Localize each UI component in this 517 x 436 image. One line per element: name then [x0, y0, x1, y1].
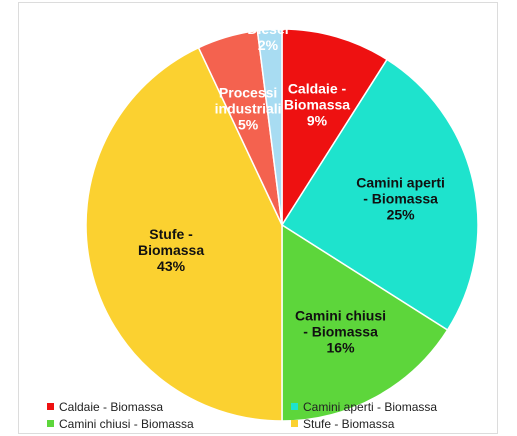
slice-label-line: Veicoli pesanti - — [215, 5, 321, 21]
pie-slice-3 — [85, 46, 283, 422]
slice-label-2: Camini chiusi - Biomassa 16% — [295, 307, 386, 355]
slice-label-5: Veicoli pesanti -Diesel 2% — [215, 5, 321, 53]
slice-label-line: 9% — [307, 113, 328, 129]
legend-swatch — [47, 420, 54, 427]
pie-slices — [85, 28, 479, 422]
slice-label-line: Biomassa — [284, 97, 350, 113]
legend-label: Camini aperti - Biomassa — [303, 400, 437, 414]
slice-label-line: industriali — [215, 100, 282, 116]
slice-label-line: Processi — [219, 84, 277, 100]
slice-label-line: 2% — [258, 37, 279, 53]
pie-slice-1 — [280, 58, 479, 332]
slice-label-4: Processi industriali 5% — [215, 84, 282, 132]
slice-label-line: 43% — [157, 258, 186, 274]
slice-label-line: 5% — [238, 116, 259, 132]
slice-label-line: 25% — [387, 206, 416, 222]
slice-label-1: Camini aperti - Biomassa 25% — [356, 174, 445, 222]
pie-slice-2 — [281, 223, 449, 422]
slice-label-3: Stufe -Biomassa 43% — [138, 226, 204, 274]
pie-slice-5 — [256, 28, 283, 226]
slice-label-line: - Biomassa — [363, 190, 438, 206]
slice-label-0: Caldaie -Biomassa 9% — [284, 81, 350, 129]
slice-label-line: Camini chiusi — [295, 307, 386, 323]
slice-label-line: Diesel — [247, 21, 288, 37]
legend-swatch — [47, 403, 54, 410]
legend-item: Camini chiusi - Biomassa — [47, 417, 194, 431]
slice-label-line: 16% — [327, 339, 356, 355]
legend-item: Stufe - Biomassa — [291, 417, 395, 431]
slice-label-line: - Biomassa — [303, 323, 378, 339]
legend-label: Camini chiusi - Biomassa — [59, 417, 194, 431]
legend-swatch — [291, 403, 298, 410]
legend-label: Stufe - Biomassa — [303, 417, 395, 431]
pie-slice-0 — [281, 28, 389, 228]
pie-chart: Caldaie -Biomassa 9%Camini aperti - Biomas… — [47, 5, 479, 431]
chart-frame: Caldaie -Biomassa 9% Camini aperti - Biomas… — [18, 2, 498, 434]
slice-label-line: Camini aperti — [356, 174, 445, 190]
slice-label-line: Stufe - — [149, 226, 193, 242]
legend-swatch — [291, 420, 298, 427]
legend-label: Caldaie - Biomassa — [59, 400, 163, 414]
legend: Caldaie - Biomassa Camini aperti - Biomas… — [47, 400, 437, 431]
pie-labels: Caldaie -Biomassa 9%Camini aperti - Biomas… — [138, 5, 445, 355]
slice-label-line: Biomassa — [138, 242, 204, 258]
slice-label-line: Caldaie - — [288, 81, 347, 97]
legend-item: Camini aperti - Biomassa — [291, 400, 437, 414]
legend-item: Caldaie - Biomassa — [47, 400, 163, 414]
